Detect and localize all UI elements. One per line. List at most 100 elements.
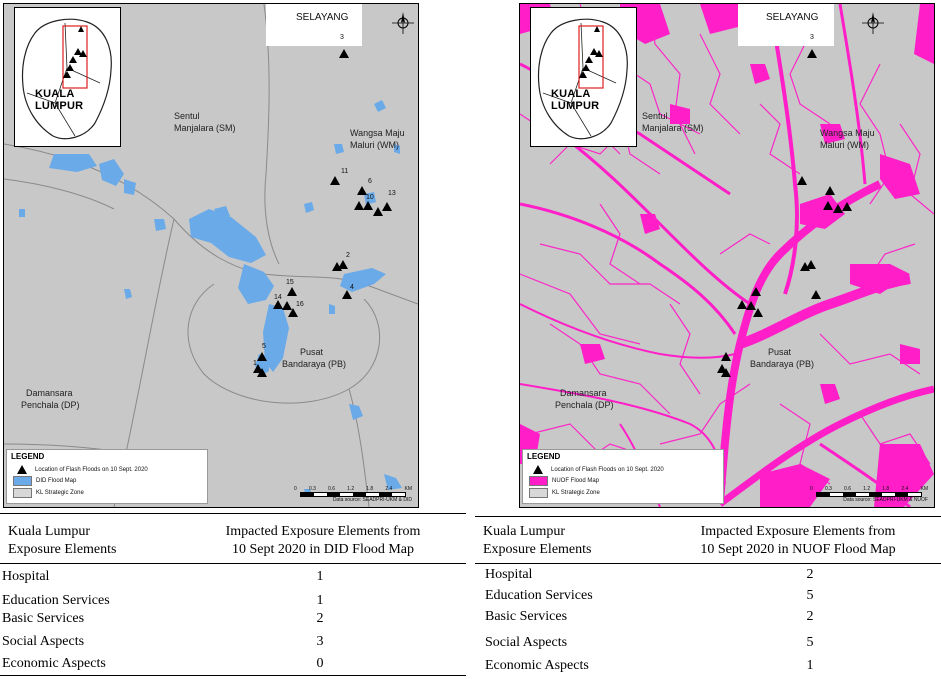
did-flood-map: SELAYANG 3 — [3, 3, 419, 508]
header-line: Kuala Lumpur — [483, 524, 566, 539]
header-line: Exposure Elements — [483, 542, 592, 557]
area-label: Maluri (WM) — [350, 140, 399, 150]
did-flash-flood-points — [253, 49, 392, 377]
table-row: Education Services 5 — [475, 588, 941, 608]
scale-tick: 2.4 — [385, 486, 393, 492]
area-label: Wangsa Maju — [350, 128, 405, 138]
flood-swatch — [13, 476, 32, 486]
legend-item-label: KL Strategic Zone — [36, 490, 84, 496]
row-element: Social Aspects — [485, 635, 568, 650]
table-row: Basic Services 2 — [0, 611, 466, 631]
flood-swatch — [529, 476, 548, 486]
scale-tick: 1.2 — [863, 486, 871, 492]
selayang-area: SELAYANG 3 — [266, 4, 362, 46]
row-value: 2 — [806, 567, 814, 582]
scale-unit: KM — [404, 486, 412, 492]
area-label: Manjalara (SM) — [642, 123, 704, 133]
area-label: Pusat — [300, 347, 324, 357]
legend-item-label: NUOF Flood Map — [552, 478, 600, 484]
did-flood-areas — [19, 100, 402, 497]
kl-outline-map — [537, 18, 628, 140]
row-element: Hospital — [2, 569, 50, 584]
scale-tick: 0.3 — [824, 486, 832, 492]
map-legend: LEGEND Location of Flash Floods on 10 Se… — [6, 449, 208, 504]
zone-swatch — [13, 488, 32, 498]
did-map-canvas — [4, 4, 418, 507]
table-header-rule — [475, 563, 941, 564]
legend-item: NUOF Flood Map — [529, 476, 599, 486]
header-line: Impacted Exposure Elements from — [700, 524, 896, 539]
table-header-left: Kuala Lumpur Exposure Elements — [483, 523, 591, 559]
legend-title: LEGEND — [527, 452, 561, 461]
legend-item: Location of Flash Floods on 10 Sept. 202… — [13, 465, 148, 474]
area-label: Penchala (DP) — [21, 400, 80, 410]
table-header-right: Impacted Exposure Elements from 10 Sept … — [667, 523, 929, 559]
table-row: Economic Aspects 1 — [475, 658, 941, 678]
data-source: Data source: SEADPRI-UKM & DID — [332, 497, 412, 503]
point-label: 14 — [274, 294, 282, 301]
header-line: 10 Sept 2020 in DID Flood Map — [232, 542, 414, 557]
row-element: Education Services — [2, 593, 110, 608]
row-element: Social Aspects — [2, 634, 85, 649]
row-element: Hospital — [485, 567, 533, 582]
legend-item-label: Location of Flash Floods on 10 Sept. 202… — [551, 466, 664, 473]
nuof-flood-map: SELAYANG 3 — [519, 3, 935, 508]
legend-item: KL Strategic Zone — [13, 488, 84, 498]
header-line: Impacted Exposure Elements from — [225, 524, 421, 539]
scale-tick: 2.4 — [901, 486, 909, 492]
scale-unit: KM — [920, 486, 928, 492]
scale-ticks: 0 0.3 0.6 1.2 1.8 2.4 KM — [810, 486, 928, 492]
area-label: Wangsa Maju — [820, 128, 875, 138]
row-element: Basic Services — [2, 611, 85, 626]
point-label: 10 — [366, 194, 374, 201]
point-label: 3 — [810, 34, 814, 41]
area-label: Bandaraya (PB) — [282, 359, 347, 369]
selayang-label: SELAYANG — [766, 12, 819, 23]
row-value: 1 — [316, 569, 324, 584]
legend-item: Location of Flash Floods on 10 Sept. 202… — [529, 465, 664, 474]
scale-tick: 1.8 — [882, 486, 890, 492]
row-element: Education Services — [485, 588, 593, 603]
legend-item-label: Location of Flash Floods on 10 Sept. 202… — [35, 466, 148, 473]
table-row: Basic Services 2 — [475, 609, 941, 629]
table-row: Hospital 2 — [475, 567, 941, 587]
row-value: 5 — [806, 588, 814, 603]
point-label: 16 — [296, 301, 304, 308]
table-row: Social Aspects 5 — [475, 635, 941, 655]
north-arrow-icon — [862, 9, 884, 35]
scale-tick: 1.2 — [347, 486, 355, 492]
table-header-right: Impacted Exposure Elements from 10 Sept … — [192, 523, 454, 559]
nuof-flash-flood-points — [717, 49, 852, 377]
header-line: Exposure Elements — [8, 542, 117, 557]
nuof-exposure-table: Kuala Lumpur Exposure Elements Impacted … — [475, 511, 941, 679]
area-label: Damansara — [26, 388, 73, 398]
area-label: Penchala (DP) — [555, 400, 614, 410]
row-value: 2 — [806, 609, 814, 624]
point-label: 2 — [346, 252, 350, 259]
inset-title: KUALA LUMPUR — [35, 88, 84, 112]
nuof-panel: SELAYANG 3 — [475, 0, 941, 679]
legend-item: KL Strategic Zone — [529, 488, 600, 498]
point-label: 15 — [286, 279, 294, 286]
table-bottom-rule — [0, 675, 466, 676]
kl-locator-inset: KUALA LUMPUR — [14, 7, 121, 147]
point-label: 3 — [340, 34, 344, 41]
row-element: Basic Services — [485, 609, 568, 624]
header-line: Kuala Lumpur — [8, 524, 91, 539]
scale-bar-graphic — [816, 492, 922, 497]
table-header-left: Kuala Lumpur Exposure Elements — [8, 523, 116, 559]
scale-bar: 0 0.3 0.6 1.2 1.8 2.4 KM Data source: SE… — [294, 486, 412, 504]
row-element: Economic Aspects — [485, 658, 589, 673]
table-row: Social Aspects 3 — [0, 634, 466, 654]
area-label: Sentul — [642, 111, 668, 121]
header-line: 10 Sept 2020 in NUOF Flood Map — [700, 542, 896, 557]
scale-tick: 0.3 — [308, 486, 316, 492]
table-row: Hospital 1 — [0, 569, 466, 589]
area-label: Damansara — [560, 388, 607, 398]
area-label: Maluri (WM) — [820, 140, 869, 150]
row-value: 5 — [806, 635, 814, 650]
scale-bar: 0 0.3 0.6 1.2 1.8 2.4 KM Data source: SE… — [810, 486, 928, 504]
selayang-label: SELAYANG — [296, 12, 349, 23]
selayang-area: SELAYANG 3 — [738, 4, 834, 46]
north-arrow-icon — [392, 9, 414, 35]
